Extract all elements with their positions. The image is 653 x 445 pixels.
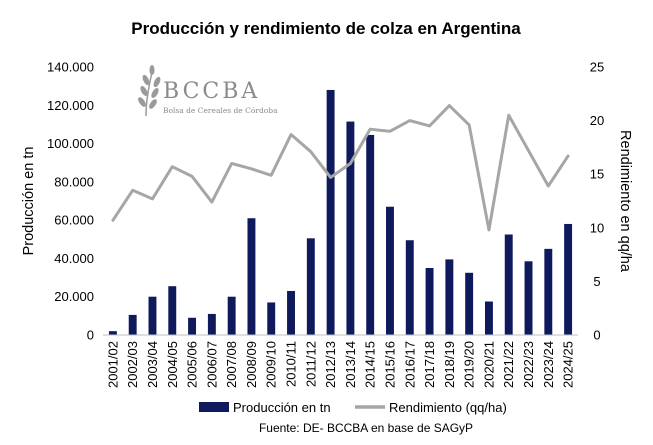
x-tick-label: 2007/08 — [224, 341, 239, 388]
source-note: Fuente: DE- BCCBA en base de SAGyP — [259, 421, 473, 435]
x-tick-label: 2017/18 — [422, 341, 437, 388]
chart-title: Producción y rendimiento de colza en Arg… — [131, 19, 521, 38]
logo-subtitle: Bolsa de Cereales de Córdoba — [163, 106, 278, 115]
left-tick-label: 20.000 — [54, 289, 94, 304]
x-tick-label: 2011/12 — [303, 341, 318, 387]
x-tick-label: 2015/16 — [382, 341, 397, 388]
right-tick-label: 20 — [590, 113, 604, 128]
bar-2015/16 — [386, 206, 394, 335]
left-tick-label: 100.000 — [47, 136, 94, 151]
bar-2016/17 — [405, 240, 414, 335]
x-tick-label: 2012/13 — [323, 341, 338, 388]
bar-2013/14 — [346, 121, 355, 335]
bar-2004/05 — [168, 286, 177, 335]
yield-series-line — [111, 104, 570, 232]
bar-2024/25 — [564, 223, 573, 335]
right-axis-ticks: 0 5 10 15 20 25 — [590, 60, 604, 343]
x-tick-label: 2008/09 — [244, 341, 259, 388]
bar-2008/09 — [247, 218, 256, 335]
bar-2023/24 — [544, 248, 553, 335]
bar-2017/18 — [425, 268, 434, 335]
bar-2005/06 — [188, 317, 197, 335]
right-tick-label: 5 — [593, 274, 600, 289]
bar-2012/13 — [326, 89, 335, 335]
x-tick-label: 2016/17 — [402, 341, 417, 388]
x-tick-label: 2009/10 — [264, 341, 279, 388]
left-tick-label: 0 — [87, 328, 94, 343]
legend-label-yield: Rendimiento (qq/ha) — [389, 400, 507, 415]
bar-2018/19 — [445, 259, 454, 335]
x-tick-label: 2014/15 — [363, 341, 378, 388]
right-tick-label: 10 — [590, 220, 604, 235]
x-tick-label: 2024/25 — [561, 341, 576, 388]
bar-2022/23 — [524, 261, 533, 335]
production-bars — [108, 89, 573, 335]
x-tick-label: 2021/22 — [501, 341, 516, 388]
bar-2006/07 — [207, 313, 216, 335]
x-tick-label: 2022/23 — [521, 341, 536, 388]
left-tick-label: 80.000 — [54, 174, 94, 189]
x-tick-label: 2013/14 — [343, 341, 358, 388]
x-axis-ticks: 2001/02 2002/03 2003/04 2004/05 2005/06 2006/… — [105, 341, 575, 388]
bar-2001/02 — [108, 331, 117, 335]
x-tick-label: 2019/20 — [462, 341, 477, 388]
bar-2007/08 — [227, 296, 236, 335]
bar-2021/22 — [504, 234, 513, 335]
bar-2020/21 — [484, 301, 493, 335]
x-tick-label: 2020/21 — [481, 341, 496, 388]
x-tick-label: 2001/02 — [105, 341, 120, 388]
bar-2011/12 — [306, 238, 315, 335]
x-tick-label: 2010/11 — [284, 341, 299, 387]
x-tick-label: 2005/06 — [185, 341, 200, 388]
left-tick-label: 140.000 — [47, 60, 94, 75]
left-tick-label: 120.000 — [47, 98, 94, 113]
x-tick-label: 2003/04 — [145, 341, 160, 388]
left-tick-label: 60.000 — [54, 213, 94, 228]
x-tick-label: 2006/07 — [204, 341, 219, 388]
bccba-logo: BCCBA Bolsa de Cereales de Córdoba — [138, 65, 278, 117]
bar-2002/03 — [128, 314, 137, 335]
bar-2009/10 — [267, 302, 276, 335]
yield-line — [111, 104, 570, 232]
x-tick-label: 2018/19 — [442, 341, 457, 388]
wheat-icon — [138, 65, 161, 117]
legend: Producción en tn Rendimiento (qq/ha) — [199, 400, 507, 415]
bar-2014/15 — [366, 134, 375, 335]
left-axis-title: Producción en tn — [21, 147, 37, 256]
x-tick-label: 2023/24 — [541, 341, 556, 388]
x-tick-label: 2002/03 — [125, 341, 140, 388]
legend-swatch-production — [199, 402, 229, 412]
right-tick-label: 25 — [590, 60, 604, 75]
right-tick-label: 15 — [590, 167, 604, 182]
right-tick-label: 0 — [593, 328, 600, 343]
bar-2019/20 — [465, 272, 474, 335]
bar-2010/11 — [287, 290, 295, 335]
left-tick-label: 40.000 — [54, 251, 94, 266]
logo-name: BCCBA — [163, 79, 260, 104]
legend-label-production: Producción en tn — [233, 400, 331, 415]
right-axis-title: Rendimiento en qq/ha — [617, 130, 633, 273]
bar-2003/04 — [148, 296, 157, 335]
x-tick-label: 2004/05 — [165, 341, 180, 388]
left-axis-ticks: 0 20.000 40.000 60.000 80.000 100.000 120.000 1… — [47, 60, 94, 343]
